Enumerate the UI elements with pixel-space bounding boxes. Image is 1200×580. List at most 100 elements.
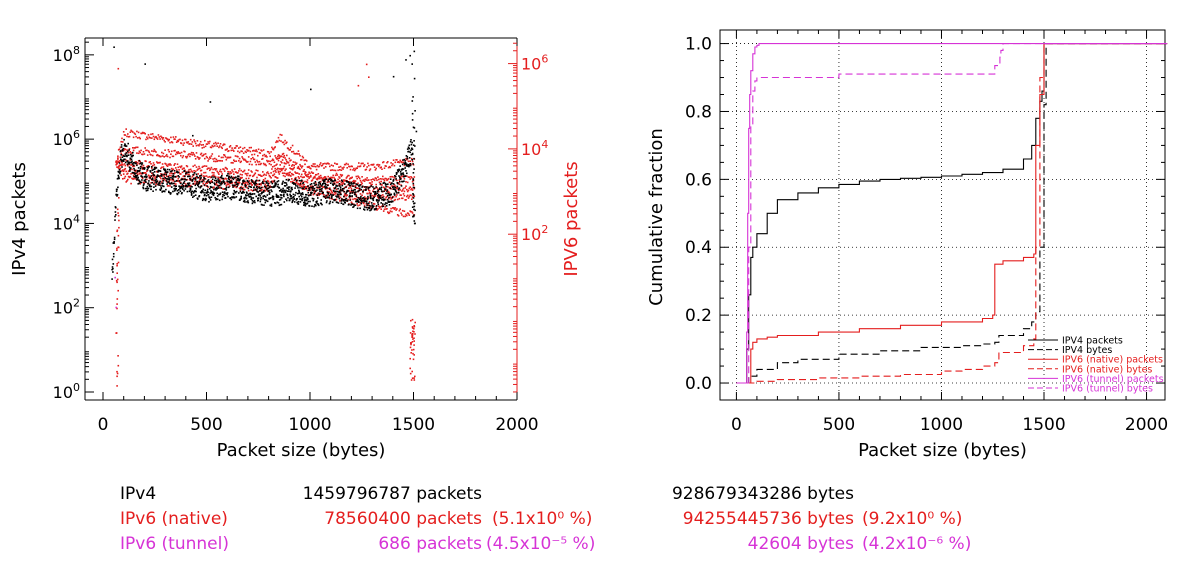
ipv4-point [309, 183, 312, 186]
ipv4-point [308, 187, 310, 190]
ipv6-point [319, 180, 322, 183]
ipv6-point [379, 206, 382, 208]
ipv4-point [386, 190, 388, 193]
ipv4-point [174, 189, 177, 191]
ipv4-point [313, 205, 315, 208]
ipv4-point [295, 185, 297, 187]
ipv6-point [249, 150, 252, 153]
ipv6-point [238, 168, 241, 170]
ipv6-point [145, 149, 147, 152]
ipv4-point [411, 206, 414, 208]
ipv4-point [376, 190, 379, 193]
ipv6-point [412, 338, 414, 340]
ipv6-point [413, 379, 416, 381]
ipv6-point [211, 144, 214, 147]
ipv6-point [280, 160, 282, 163]
ipv6-point [118, 197, 120, 199]
ipv6-point [382, 210, 385, 212]
ipv4-point [132, 162, 134, 164]
ipv4-point [322, 191, 324, 194]
ipv6-point [336, 163, 339, 165]
ipv4-point [151, 169, 153, 171]
ipv6-point [151, 133, 154, 135]
ipv6-point [348, 190, 351, 192]
ipv6-point [305, 174, 307, 177]
ipv4-point [327, 184, 329, 187]
ipv4-point [306, 198, 308, 201]
y-tick-label: 100 [53, 381, 80, 402]
ipv4-point [161, 175, 163, 177]
ipv6-point [411, 180, 414, 183]
ipv4-point [311, 197, 314, 200]
ipv6-point [168, 150, 170, 153]
ipv6-point [165, 181, 168, 183]
ipv6-point [350, 190, 353, 193]
ipv4-point [285, 182, 288, 184]
ipv6-point [215, 143, 218, 145]
ipv6-point [279, 133, 281, 136]
ipv4-point [236, 185, 238, 188]
ipv4-point [413, 77, 416, 80]
ipv4-point [316, 189, 318, 191]
ipv6-point [250, 189, 252, 191]
ipv4-point [394, 187, 397, 189]
ipv4-point [413, 202, 416, 204]
ipv6-point [177, 166, 180, 169]
ipv6-point [347, 184, 349, 186]
ipv4-point [369, 194, 372, 197]
ipv4-point [138, 179, 140, 181]
ipv6-point [339, 180, 341, 182]
ipv4-point [400, 185, 403, 187]
ipv4-point [392, 186, 394, 188]
ipv6-point [411, 198, 413, 200]
ipv4-point [291, 186, 293, 189]
ipv4-point [360, 202, 363, 205]
ipv6-point [406, 214, 408, 217]
ipv4-point [285, 198, 287, 200]
ipv4-point [205, 194, 208, 197]
ipv6-point [291, 173, 294, 176]
ipv6-point [186, 178, 189, 181]
ipv6-point [275, 157, 277, 159]
ipv6-point [122, 149, 125, 152]
ipv6-point [117, 246, 119, 248]
cdf-line-1 [736, 43, 1168, 384]
ipv6-point [328, 163, 330, 165]
ipv6-point [167, 185, 170, 187]
ipv6-point [180, 173, 182, 175]
ipv4-point [223, 181, 225, 184]
ipv4-point [199, 175, 201, 177]
ipv6-point [294, 161, 296, 164]
ipv4-point [239, 190, 242, 193]
ipv6-point [355, 175, 358, 178]
ipv6-point [388, 212, 391, 214]
ipv4-point [142, 186, 144, 189]
ipv4-point [113, 236, 116, 239]
ipv6-point [378, 164, 381, 166]
ipv4-point [162, 182, 164, 184]
ipv4-point [349, 199, 351, 201]
ipv4-point [237, 175, 239, 177]
ipv4-point [414, 145, 416, 147]
ipv4-point [401, 168, 404, 170]
ipv4-point [397, 188, 400, 190]
ipv4-point [342, 203, 345, 206]
ipv6-point [220, 146, 223, 148]
ipv4-point [395, 190, 397, 193]
ipv6-point [146, 149, 148, 152]
ipv6-point [296, 179, 299, 182]
ipv4-point [276, 194, 278, 197]
ipv6-point [148, 177, 151, 179]
ipv4-point [358, 185, 361, 187]
ipv4-point [271, 182, 274, 185]
ipv4-point [242, 200, 245, 203]
ipv6-point [116, 230, 118, 233]
ipv4-point [357, 196, 360, 199]
ipv6-point [274, 169, 276, 172]
ipv4-point [324, 197, 327, 199]
ipv6-point [244, 182, 247, 185]
ipv6-point [276, 163, 278, 166]
ipv4-point [228, 176, 230, 179]
ipv4-point [180, 182, 182, 185]
ipv6-point [229, 171, 232, 173]
